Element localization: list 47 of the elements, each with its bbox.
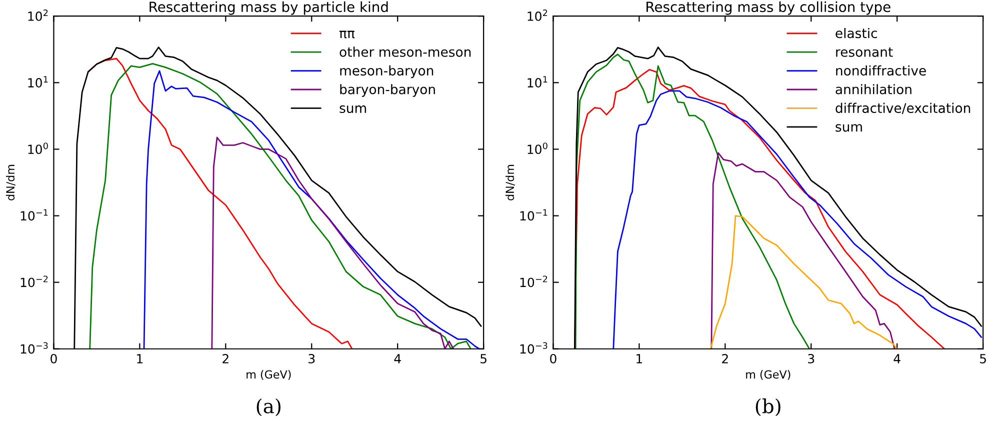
x-axis-title: m (GeV): [246, 370, 291, 380]
x-tick-label: 0: [550, 354, 556, 364]
y-tick-label: 10$^{1}$: [28, 76, 48, 88]
legend-label: ππ: [340, 30, 355, 38]
x-tick-label: 0: [50, 354, 57, 364]
line-series: [574, 54, 810, 349]
x-tick-label: 2: [722, 354, 728, 364]
y-axis-title: dN/dm: [6, 164, 16, 200]
y-tick-label: 10$^{2}$: [28, 9, 48, 21]
x-tick-label: 5: [980, 354, 986, 364]
y-tick-label: 10$^{0}$: [528, 142, 548, 154]
x-axis-title: m (GeV): [746, 370, 790, 380]
x-tick-label: 2: [222, 354, 228, 364]
x-tick-label: 3: [808, 354, 814, 364]
line-series: [710, 152, 896, 349]
x-tick-label: 1: [137, 354, 143, 364]
legend-label: nondiffractive: [836, 65, 926, 76]
y-tick-label: 10$^{−3}$: [520, 342, 548, 354]
legend-label: annihilation: [836, 84, 912, 94]
x-tick-label: 5: [480, 354, 486, 364]
legend-label: meson-baryon: [340, 65, 434, 78]
y-tick-label: 10$^{−2}$: [520, 276, 548, 288]
y-tick-label: 10$^{2}$: [528, 9, 548, 21]
y-tick-label: 10$^{−3}$: [20, 342, 48, 354]
line-series: [710, 215, 898, 349]
y-tick-label: 10$^{−1}$: [520, 209, 548, 221]
y-axis-title: dN/dm: [505, 164, 515, 200]
chart-title: Rescattering mass by collision type: [646, 1, 890, 15]
y-tick-label: 10$^{−2}$: [20, 276, 48, 288]
y-tick-label: 10$^{−1}$: [20, 209, 48, 221]
legend-label: sum: [836, 124, 862, 132]
x-tick-label: 1: [636, 354, 642, 364]
line-series: [211, 136, 454, 349]
legend-label: sum: [340, 105, 366, 114]
legend-label: other meson-meson: [340, 46, 471, 57]
text: (a): [256, 398, 280, 416]
legend-label: diffractive/excitation: [836, 102, 970, 114]
legend-label: baryon-baryon: [340, 84, 435, 97]
legend-label: resonant: [836, 47, 893, 57]
x-tick-label: 4: [394, 354, 401, 364]
text: (b): [756, 398, 780, 416]
legend-label: elastic: [836, 28, 877, 38]
x-tick-label: 4: [894, 354, 900, 364]
y-tick-label: 10$^{1}$: [528, 76, 548, 88]
y-tick-label: 10$^{0}$: [28, 142, 48, 154]
x-tick-label: 3: [308, 354, 315, 364]
chart-title: Rescattering mass by particle kind: [150, 1, 388, 15]
